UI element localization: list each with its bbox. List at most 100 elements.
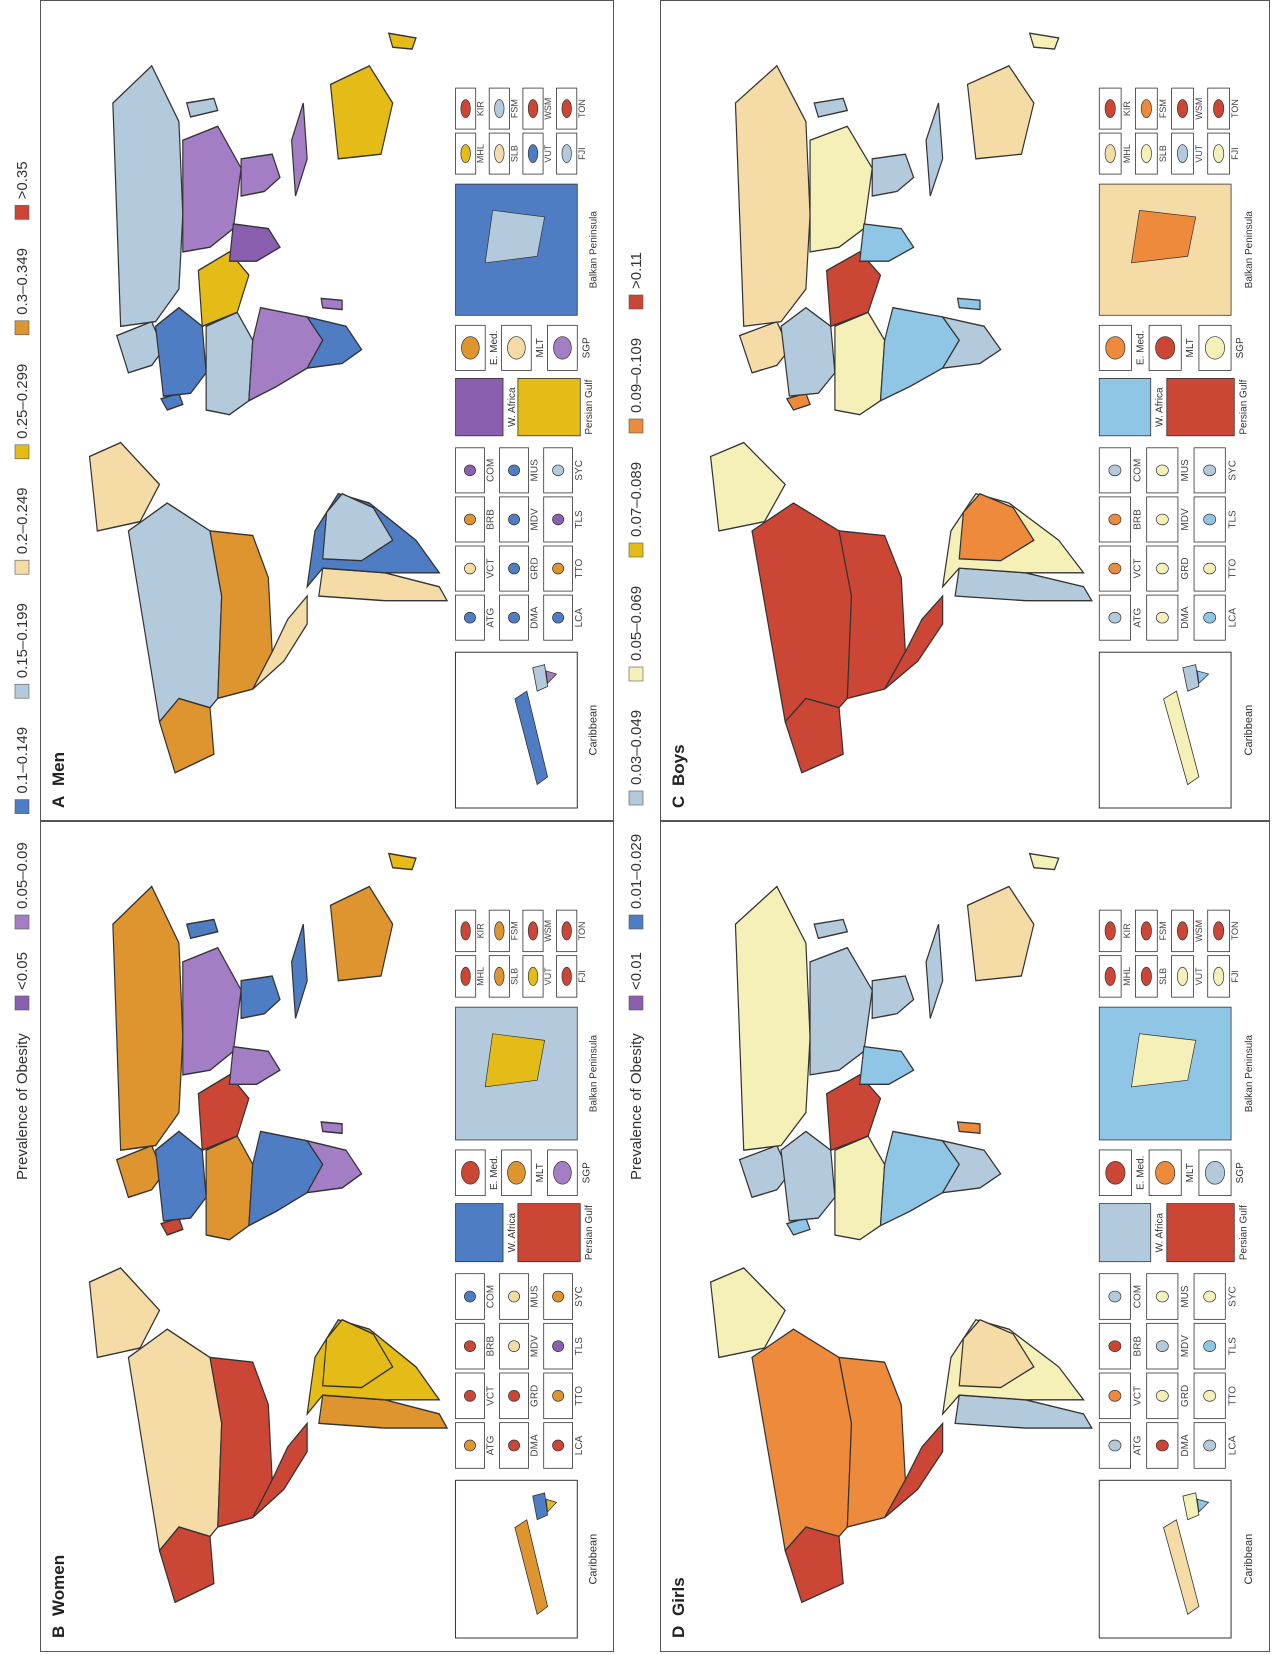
inset-label: E. Med. [489,1156,500,1190]
island-code: MUS [530,459,541,482]
legend-swatch [14,205,30,220]
island-shape [494,99,505,118]
country-japan [185,97,219,118]
caribbean-label: Caribbean [1243,705,1255,756]
island-shape [1203,464,1217,477]
caribbean-label: Caribbean [1243,1534,1255,1585]
island-code: TON [577,99,587,118]
island-com: COM [455,447,497,494]
inset-frame [1098,651,1232,809]
island-shape [1140,99,1152,118]
island-code: MUS [1180,459,1191,482]
island-mhl: MHL [1098,955,1132,998]
country-new-zealand [1028,32,1060,50]
island-code: MHL [476,144,486,163]
country-india [859,223,915,262]
island-shape [1213,99,1225,118]
island-kir: KIR [1098,87,1132,130]
inset-mlt: MLT [1148,1149,1196,1197]
w-africa-label: W. Africa [507,1212,518,1252]
inset-persian-gulf: Persian Gulf [1166,377,1249,437]
inset-sgp: SGP [547,324,592,371]
island-tls: TLS [543,1322,585,1370]
island-com: COM [1098,1273,1144,1320]
island-slb: SLB [1135,955,1168,998]
country-new-zealand [387,32,417,50]
island-shape [1203,1340,1217,1353]
island-code: MHL [476,967,486,986]
island-grd: GRD [499,1372,541,1420]
legend-label: 0.01–0.029 [628,834,645,909]
legend-title: Prevalence of Obesity [14,1033,31,1180]
island-code: TTO [574,558,585,578]
country-india [228,1045,281,1086]
island-shape [1155,562,1169,575]
island-shape [463,513,476,526]
island-code: FSM [1158,921,1168,940]
country-madagascar [956,297,981,311]
island-shape [1155,1439,1169,1452]
inset-label: SGP [1235,1162,1246,1183]
balkan-region [484,209,546,264]
island-mus: MUS [499,1273,541,1320]
island-shape [463,464,476,477]
legend-label: 0.05–0.09 [14,842,31,909]
island-shape [552,1389,565,1402]
island-code: VCT [486,1386,497,1406]
island-wsm: WSM [522,87,553,130]
inset-e-med: E. Med. [455,1149,500,1197]
country-greenland [88,1267,161,1359]
country-canada [127,502,223,724]
legend-label: 0.2–0.249 [14,487,31,554]
island-shape [1213,144,1225,163]
inset-caribbean: Caribbean [455,1479,600,1639]
balkan-label: Balkan Peninsula [1244,1034,1255,1112]
country-brazil [322,492,394,562]
island-code: MDV [1180,508,1191,531]
island-mus: MUS [1146,1273,1191,1320]
inset-shape [1105,1161,1126,1185]
legend-top: Prevalence of Obesity <0.05 0.05–0.09 0.1–0… [14,161,31,1180]
legend-swatch [628,914,644,930]
balkan-label: Balkan Peninsula [1244,211,1255,289]
island-tto: TTO [543,545,585,592]
country-canada [751,1328,853,1552]
country-mexico [884,594,944,690]
legend-label: 0.25–0.299 [14,364,31,439]
island-shape [1108,1439,1122,1452]
panel-b: B Women Caribbean ATG VCT BRB COM DMA GRD MDV MUS L… [49,852,600,1639]
legend-swatch [14,995,30,1011]
inset-shape [1205,1161,1225,1185]
island-ton: TON [1207,87,1240,130]
island-code: TON [577,921,587,940]
island-code: VUT [1194,967,1204,986]
island-shape [527,966,539,986]
island-dma: DMA [499,594,541,641]
island-lca: LCA [543,594,585,641]
country-africa-south [305,315,363,370]
island-code: ATG [1133,1435,1144,1455]
inset-frame [455,1479,578,1639]
country-india [228,223,281,262]
panel-c: C Boys Caribbean ATG VCT BRB COM DMA GRD MDV MUS LC… [669,32,1255,809]
island-shape [561,966,572,986]
legend-label: 0.05–0.069 [628,586,645,661]
island-vct: VCT [455,1372,497,1420]
legend-swatch [628,294,644,310]
island-fsm: FSM [488,87,519,130]
country-mexico [884,1421,944,1519]
island-dma: DMA [499,1422,541,1469]
legend-swatch [14,320,30,336]
inset-label: SGP [581,337,592,358]
island-code: GRD [530,557,541,579]
island-shape [1155,1340,1169,1353]
country-middle-east [825,251,882,328]
panel-letter: A [49,796,68,808]
island-tto: TTO [543,1372,585,1420]
inset-shape [461,336,480,360]
country-europe [154,1130,207,1222]
island-com: COM [1098,447,1144,494]
legend-label: <0.01 [628,952,645,990]
island-fji: FJI [1207,132,1240,175]
